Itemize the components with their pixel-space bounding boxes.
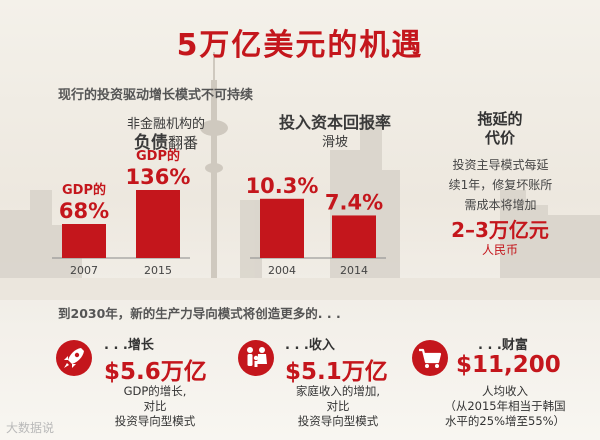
delay-text-line: 投资主导模式每延 — [452, 158, 549, 172]
page-title: 5万亿美元的机遇 — [176, 28, 424, 63]
x-tick-label: 2014 — [340, 264, 368, 277]
kpi-wealth-label: . . .财富 — [478, 338, 528, 353]
delay-title-line1: 拖延的 — [477, 110, 523, 128]
kpi-note-line: 对比 — [143, 399, 167, 413]
roi-panel-title: 投入资本回报率 — [278, 113, 391, 132]
kpi-wealth-value: $11,200 — [456, 352, 561, 378]
kpi-note-line: 人均收入 — [482, 384, 528, 398]
kpi-wealth-note: 人均收入 （从2015年相当于韩国 水平的25%增至55%） — [430, 384, 580, 429]
family-icon — [238, 340, 274, 376]
bar — [136, 190, 180, 258]
kpi-note-line: 投资导向型模式 — [297, 414, 379, 428]
kpi-wealth-number: $11,200 — [456, 352, 561, 378]
kpi-note-line: GDP的增长, — [123, 384, 187, 398]
delay-cost-value: 2–3万亿元 — [451, 218, 549, 242]
kpi-growth-unit: 万亿 — [160, 359, 207, 385]
kpi-income-unit: 万亿 — [341, 359, 388, 385]
bar — [260, 198, 304, 258]
section-heading-current-model: 现行的投资驱动增长模式不可持续 — [58, 88, 254, 103]
debt-keyword: 负债 — [133, 133, 168, 153]
delay-title-line2: 代价 — [484, 129, 515, 147]
data-label-prefix: GDP的 — [62, 182, 106, 198]
kpi-note-line: 投资导向型模式 — [114, 414, 196, 428]
data-label-prefix: GDP的 — [136, 148, 180, 164]
debt-panel-line1: 非金融机构的 — [126, 117, 205, 132]
kpi-growth-number: $5.6 — [104, 359, 161, 385]
data-label: 10.3% — [246, 174, 319, 198]
x-tick-label: 2004 — [268, 264, 296, 277]
kpi-income-number: $5.1 — [285, 359, 342, 385]
kpi-note-line: 水平的25%增至55%） — [444, 414, 566, 428]
delay-panel-text: 投资主导模式每延 续1年，修复坏账所 需成本将增加 — [438, 155, 563, 215]
data-label: 7.4% — [325, 190, 383, 214]
shopping-cart-icon — [412, 340, 448, 376]
rocket-icon — [56, 340, 92, 376]
bar — [332, 215, 376, 258]
kpi-note-line: （从2015年相当于韩国 — [444, 399, 566, 413]
kpi-growth-label: . . .增长 — [104, 338, 154, 353]
delay-text-line: 续1年，修复坏账所 — [448, 178, 553, 192]
data-label: 136% — [126, 165, 191, 189]
kpi-income-note: 家庭收入的增加, 对比 投资导向型模式 — [268, 384, 408, 429]
debt-suffix: 翻番 — [167, 134, 198, 152]
watermark: 大数据说 — [6, 421, 55, 435]
delay-text-line: 需成本将增加 — [464, 198, 537, 212]
roi-panel-subtitle: 滑坡 — [321, 135, 348, 150]
section-heading-2030: 到2030年，新的生产力导向模式将创造更多的. . . — [58, 306, 341, 321]
debt-panel-line2: 负债翻番 — [96, 128, 236, 153]
x-tick-label: 2007 — [70, 264, 98, 277]
x-tick-label: 2015 — [144, 264, 172, 277]
data-label: 68% — [59, 199, 109, 223]
delay-cost-unit: 人民币 — [481, 243, 518, 257]
kpi-income-label: . . .收入 — [285, 338, 335, 353]
bar — [62, 224, 106, 258]
kpi-note-line: 家庭收入的增加, — [295, 384, 381, 398]
delay-panel-title: 拖延的 代价 — [440, 110, 560, 148]
kpi-note-line: 对比 — [326, 399, 350, 413]
kpi-growth-value: $5.6万亿 — [104, 352, 207, 386]
kpi-growth-note: GDP的增长, 对比 投资导向型模式 — [90, 384, 220, 429]
kpi-income-value: $5.1万亿 — [285, 352, 388, 386]
